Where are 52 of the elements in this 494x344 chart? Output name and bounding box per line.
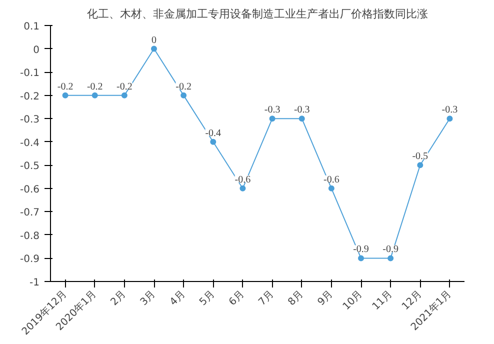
x-tick-label: 7月 (256, 288, 276, 308)
data-label: 0 (152, 34, 156, 46)
point (92, 92, 98, 98)
x-tick-label: 3月 (138, 288, 158, 308)
x-tick-label: 6月 (227, 288, 247, 308)
point (121, 92, 128, 98)
point (180, 92, 187, 98)
point (269, 116, 276, 122)
x-tick-label: 5月 (198, 288, 218, 308)
point (388, 255, 394, 262)
y-tick-label: -0.3 (20, 114, 40, 126)
x-tick-label: 9月 (316, 288, 336, 308)
point (328, 185, 334, 192)
x-tick-label: 11月 (370, 288, 394, 312)
point (358, 255, 364, 262)
y-tick-label: -0.4 (20, 138, 40, 149)
point (151, 46, 157, 52)
data-label: -0.3 (294, 104, 310, 116)
y-tick-label: -1 (30, 278, 40, 288)
data-label: -0.9 (382, 244, 398, 256)
y-tick-label: 0.1 (24, 22, 40, 32)
y-tick-label: -0.9 (20, 254, 40, 266)
y-tick-label: -0.6 (20, 184, 40, 196)
x-tick-label: 4月 (168, 288, 188, 308)
data-label: -0.3 (442, 104, 458, 116)
y-tick-label: 0 (33, 44, 40, 56)
point (240, 185, 246, 192)
y-tick-label: -0.1 (20, 68, 40, 80)
data-label: -0.2 (176, 81, 192, 92)
x-tick-label: 8月 (286, 288, 306, 308)
x-tick-label: 10月 (341, 288, 365, 312)
data-label: -0.6 (324, 174, 340, 186)
data-label: -0.9 (353, 244, 369, 256)
y-tick-label: -0.7 (20, 208, 40, 219)
data-label: -0.6 (234, 174, 251, 186)
chart-title: 化工、木材、非金属加工专用设备制造工业生产者出厂价格指数同比涨 (87, 8, 428, 20)
point (210, 138, 216, 145)
x-tick-label: 12月 (400, 288, 424, 312)
x-tick-label: 2月 (108, 288, 128, 308)
y-tick-label: -0.2 (20, 91, 40, 102)
point (298, 116, 305, 122)
point (62, 92, 68, 98)
point (446, 116, 453, 122)
data-label: -0.2 (57, 81, 74, 92)
y-tick-label: -0.5 (20, 161, 40, 172)
data-label: -0.3 (264, 104, 280, 116)
data-label: -0.4 (205, 128, 222, 139)
point (417, 162, 424, 168)
data-label: -0.2 (86, 81, 103, 92)
data-label: -0.5 (412, 151, 428, 162)
y-tick-label: -0.8 (20, 230, 40, 242)
data-label: -0.2 (116, 81, 132, 92)
